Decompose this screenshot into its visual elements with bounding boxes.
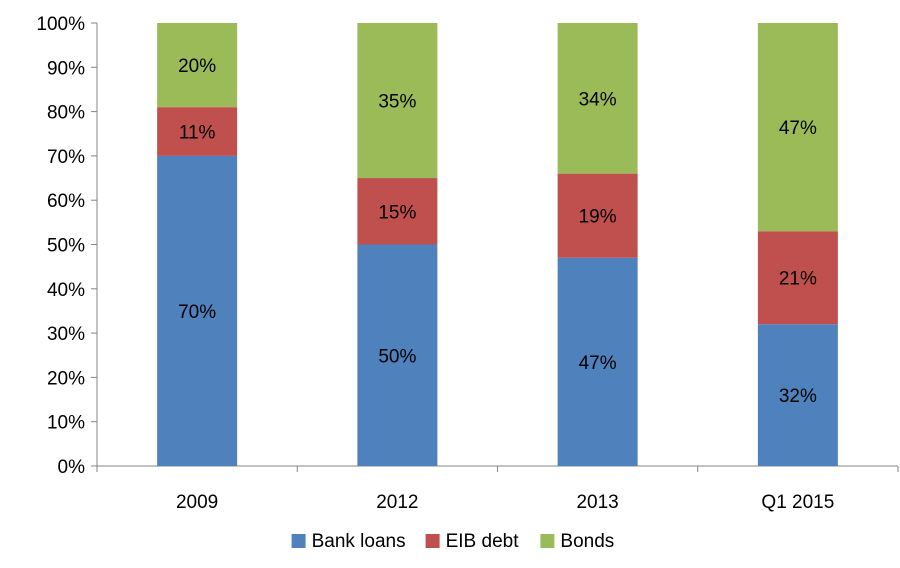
legend-swatch-bonds xyxy=(540,534,555,548)
legend-swatch-eib-debt xyxy=(425,534,440,548)
y-tick-label: 30% xyxy=(47,324,85,345)
y-tick-label: 100% xyxy=(36,14,85,35)
data-label: 32% xyxy=(779,386,817,407)
data-label: 47% xyxy=(579,353,617,374)
legend-label-eib-debt: EIB debt xyxy=(446,531,520,552)
bonds-bar xyxy=(557,23,638,174)
bar-stack: 70% 11% 20% xyxy=(157,23,238,466)
bar-stack: 50% 15% 35% xyxy=(357,23,438,466)
bonds-bar xyxy=(357,23,438,179)
eib-debt-bar xyxy=(557,173,638,258)
y-axis: 0% 10% 20% 30% 40% 50% 60% 70% 80% 90% 100% xyxy=(36,14,98,478)
x-tick-label: 2013 xyxy=(576,492,618,513)
x-tick-label: Q1 2015 xyxy=(761,492,834,513)
legend-label-bank-loans: Bank loans xyxy=(312,531,406,552)
y-tick-label: 50% xyxy=(47,236,85,257)
bar-stack: 32% 21% 47% xyxy=(757,23,838,466)
data-label: 34% xyxy=(579,89,617,110)
x-axis: 2009 2012 2013 Q1 2015 xyxy=(96,465,899,513)
data-label: 35% xyxy=(378,92,416,113)
bars: 70% 11% 20% 50% 15% 35% 47% 19% 34% 32% 21% 47% xyxy=(157,23,838,466)
bar-stack: 47% 19% 34% xyxy=(557,23,638,466)
y-tick-label: 60% xyxy=(47,191,85,212)
eib-debt-bar xyxy=(157,107,238,156)
bonds-bar xyxy=(757,23,838,232)
bank-loans-bar xyxy=(357,244,438,466)
data-label: 70% xyxy=(178,302,216,323)
eib-debt-bar xyxy=(757,231,838,325)
y-tick-label: 40% xyxy=(47,280,85,301)
y-tick-label: 10% xyxy=(47,413,85,434)
data-label: 19% xyxy=(579,207,617,228)
legend-label-bonds: Bonds xyxy=(560,531,614,552)
data-label: 47% xyxy=(779,118,817,139)
bank-loans-bar xyxy=(757,324,838,466)
bonds-bar xyxy=(157,23,238,108)
data-label: 15% xyxy=(378,202,416,223)
eib-debt-bar xyxy=(357,178,438,245)
y-tick-label: 20% xyxy=(47,368,85,389)
y-tick-label: 0% xyxy=(58,457,86,478)
y-tick-label: 80% xyxy=(47,103,85,124)
data-label: 50% xyxy=(378,346,416,367)
bank-loans-bar xyxy=(157,155,238,466)
data-label: 21% xyxy=(779,269,817,290)
x-tick-label: 2012 xyxy=(376,492,418,513)
x-tick-label: 2009 xyxy=(176,492,218,513)
legend: Bank loans EIB debt Bonds xyxy=(291,531,614,552)
legend-swatch-bank-loans xyxy=(291,534,306,548)
y-tick-label: 70% xyxy=(47,147,85,168)
data-label: 11% xyxy=(179,123,216,144)
bank-loans-bar xyxy=(557,257,638,466)
y-tick-label: 90% xyxy=(47,58,85,79)
data-label: 20% xyxy=(178,56,216,77)
